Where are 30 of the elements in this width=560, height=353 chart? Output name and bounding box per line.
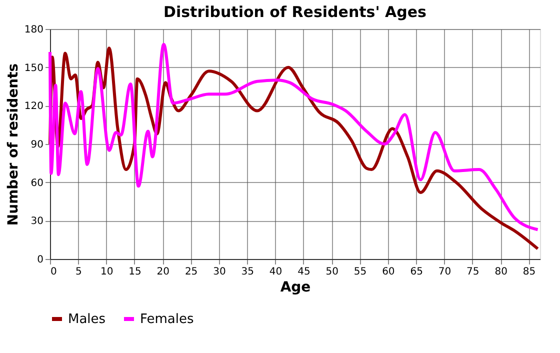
- y-tick-label: 30: [30, 216, 44, 228]
- y-axis-title: Number of residents: [5, 63, 22, 226]
- x-tick-label: 0: [50, 266, 57, 278]
- x-tick-label: 15: [128, 266, 142, 278]
- x-tick-label: 40: [269, 266, 282, 278]
- x-tick-label: 50: [326, 266, 338, 278]
- legend-label: Males: [68, 312, 106, 327]
- x-axis-title: Age: [280, 280, 311, 296]
- chart-title: Distribution of Residents' Ages: [164, 3, 427, 21]
- y-tick-label: 150: [24, 62, 44, 74]
- x-tick-label: 75: [466, 266, 480, 278]
- x-tick-label: 45: [298, 266, 310, 278]
- x-tick-label: 20: [156, 266, 170, 278]
- y-tick-label: 0: [37, 254, 44, 266]
- x-tick-label: 25: [184, 266, 198, 278]
- legend-label: Females: [140, 312, 194, 327]
- x-tick-label: 35: [241, 266, 254, 278]
- x-tick-label: 65: [410, 266, 423, 278]
- x-tick-label: 80: [494, 266, 508, 278]
- x-tick-label: 30: [213, 266, 226, 278]
- x-tick-label: 10: [100, 266, 114, 278]
- x-tick-label: 85: [522, 266, 536, 278]
- y-tick-label: 90: [30, 140, 44, 150]
- y-tick-label: 60: [30, 178, 44, 189]
- x-tick-label: 55: [354, 266, 367, 278]
- x-tick-label: 5: [75, 266, 82, 278]
- x-tick-label: 60: [382, 266, 395, 278]
- x-tick-label: 70: [438, 266, 452, 278]
- y-tick-label: 180: [24, 24, 44, 36]
- y-tick-label: 120: [24, 101, 44, 112]
